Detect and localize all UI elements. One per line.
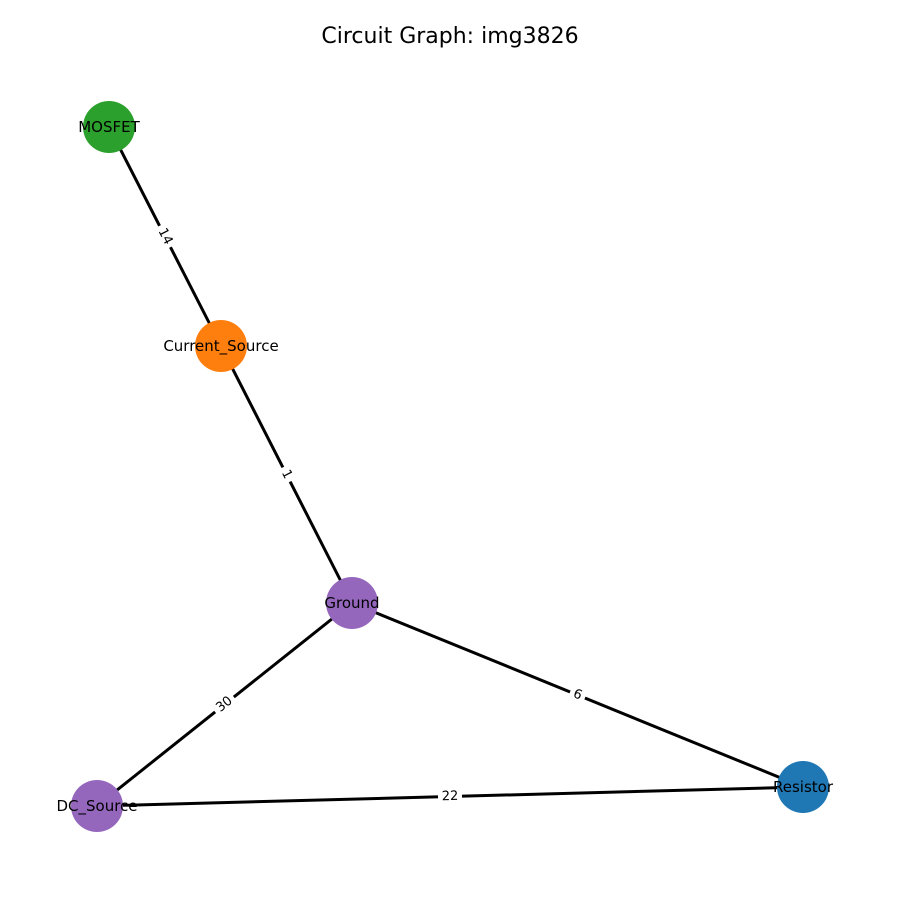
edge-label: 14 bbox=[155, 226, 176, 248]
node-circle bbox=[71, 780, 123, 832]
node-ground: Ground bbox=[324, 577, 380, 629]
edge-current_source-ground: 1 bbox=[219, 345, 354, 604]
node-label: Current_Source bbox=[163, 337, 278, 356]
node-resistor: Resistor bbox=[773, 761, 834, 813]
edge-label-background bbox=[437, 787, 463, 806]
edges-layer: 14 130 622 bbox=[96, 126, 804, 808]
edge-ground-dc_source: 30 bbox=[96, 601, 353, 808]
node-label: DC_Source bbox=[56, 797, 137, 816]
node-label: Resistor bbox=[773, 778, 834, 796]
edge-ground-resistor: 6 bbox=[351, 601, 804, 789]
edge-dc_source-resistor: 22 bbox=[96, 785, 804, 808]
edge-label-background bbox=[151, 221, 179, 252]
node-dc_source: DC_Source bbox=[56, 780, 138, 832]
node-label: MOSFET bbox=[78, 118, 140, 136]
edge-mosfet-current_source: 14 bbox=[107, 126, 223, 347]
edge-label-background bbox=[209, 689, 240, 720]
node-mosfet: MOSFET bbox=[78, 101, 141, 153]
edge-label: 22 bbox=[442, 789, 459, 804]
node-circle bbox=[326, 577, 378, 629]
node-current_source: Current_Source bbox=[163, 320, 279, 372]
graph-title: Circuit Graph: img3826 bbox=[321, 24, 578, 49]
node-circle bbox=[195, 320, 247, 372]
edge-label-background bbox=[274, 463, 299, 486]
node-circle bbox=[777, 761, 829, 813]
nodes-layer: MOSFET Current_Source Ground DC_Source Resis… bbox=[56, 101, 834, 832]
node-circle bbox=[83, 101, 135, 153]
node-label: Ground bbox=[324, 594, 379, 612]
edge-label-background bbox=[566, 683, 589, 707]
